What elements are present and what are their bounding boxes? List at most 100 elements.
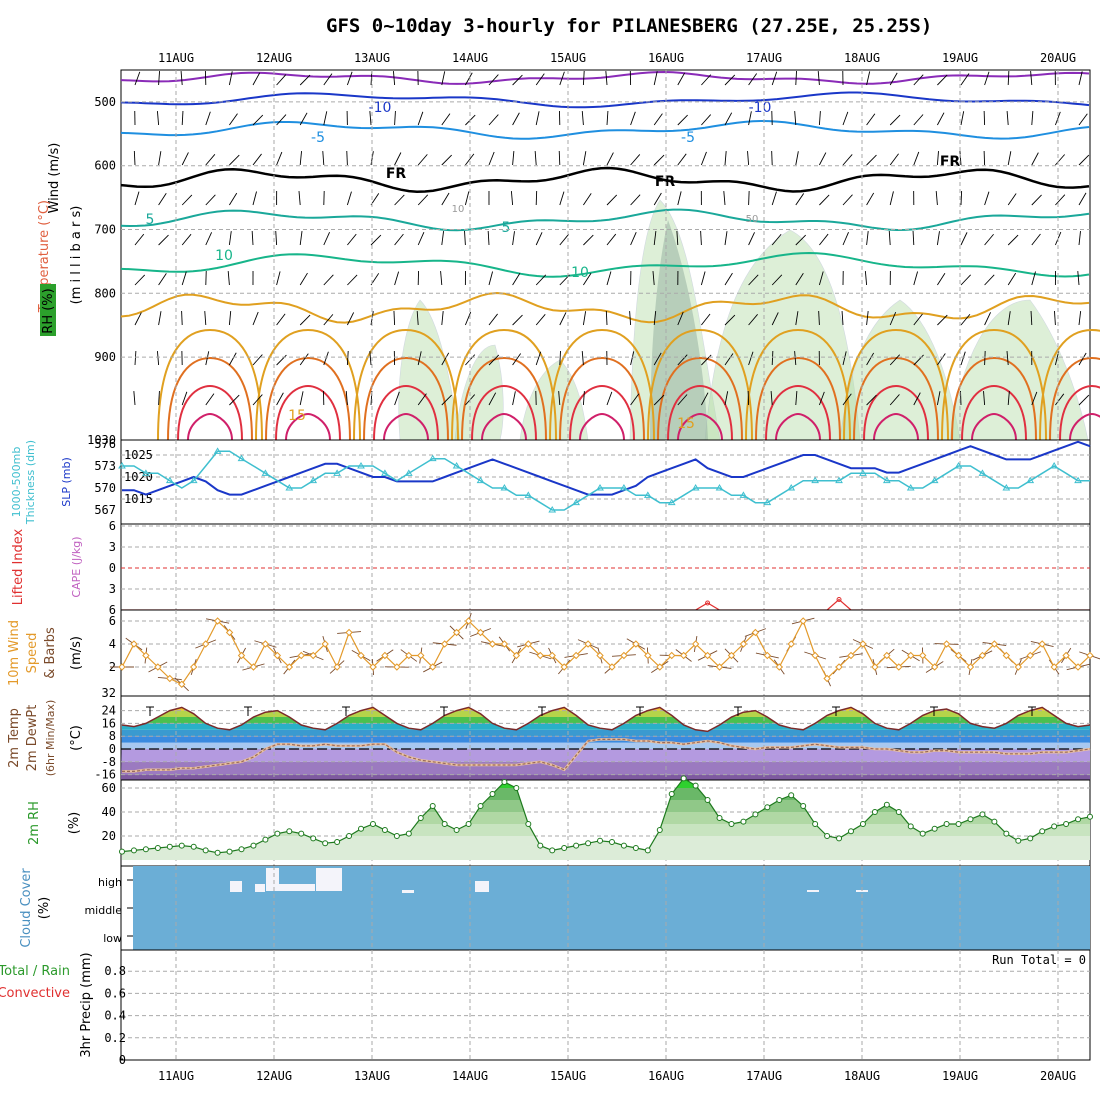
rh2m-point [812,821,819,827]
warm-contour [373,384,439,441]
chart-title: GFS 0~10day 3-hourly for PILANESBERG (27… [326,15,932,37]
wind-barb [1078,113,1088,126]
rh2m-point [955,821,962,827]
cloud-free-gap [402,890,414,893]
rh2m-point [979,811,986,818]
wind-barb [724,353,734,366]
lifted-cape-frame [120,523,1091,611]
wind-barb [748,232,755,246]
wind-barb [583,273,592,286]
rh2m-panel: 20 40 60 2m RH (%) [27,775,1093,867]
y-tick-label: 3 [109,540,116,554]
wind-barb [771,312,779,326]
run-total: Run Total = 0 [992,953,1086,967]
rh2m-point [226,848,233,855]
wind-barb [819,152,827,166]
isotherm-minus15 [120,70,1090,85]
rh2m-point [597,837,604,844]
thickness-marker [835,476,843,484]
wind-barb [1031,111,1034,126]
warm-contour [657,356,743,441]
wind-barb [583,234,594,246]
rh2m-point [620,842,627,849]
wind-barb [1055,393,1065,406]
thickness-marker [452,462,461,469]
y-tick-label: 0.4 [104,1009,126,1023]
wind-barb [416,311,419,326]
wind-barb [417,194,429,206]
wind-barb [205,111,211,126]
wind-barb [1055,154,1065,166]
thickness-marker [333,469,341,476]
wind-barb [347,274,358,286]
wind-barb [771,350,774,366]
wind10-point [548,651,556,660]
wind-barb [889,114,901,126]
wind-barb [275,230,278,246]
contour-label: 10 [452,204,465,215]
wind-barb [701,74,712,86]
warm-contour [951,356,1037,441]
wind-barb [1031,233,1041,246]
wind-barb [795,151,799,166]
wind-barb [723,191,726,206]
minmax-label: (6hr Min/Max) [44,700,57,777]
y-tick-label: 0.8 [104,964,126,978]
wind-barb [559,233,570,246]
wind-barb [441,71,446,86]
wind-barb [323,274,334,286]
wind-barb [158,390,160,406]
wind-barb [1031,271,1036,286]
wind-barb [299,391,304,406]
wind-barb [630,194,641,206]
wind-barb [913,74,924,86]
wind-barb [488,151,495,166]
wind10-point [560,663,568,671]
wind-barb [205,232,213,246]
date-tick-top: 19AUG [942,51,978,65]
wind10-point [883,651,891,660]
warm-contour [187,412,233,441]
rh2m-point [1027,835,1034,842]
thickness-marker [500,484,509,491]
rh2m-point [166,843,173,850]
wind-barb [676,231,679,246]
wind-barb [1055,194,1066,206]
warm-contour [265,356,351,441]
max-temp-marker [440,706,448,716]
wind-barb [866,311,869,326]
wind-barb [818,310,820,326]
wind10-point [524,640,533,648]
thickness-marker [906,484,915,491]
rh2m-point [286,828,293,835]
wind10-point [476,628,485,637]
warm-contour [549,328,655,441]
thickness-marker [643,491,652,498]
wind-barb [748,274,759,286]
wind10-point [679,651,688,660]
wind-barb [488,114,499,126]
thickness-slp-frame [120,439,1091,525]
rh2m-point [1087,813,1093,820]
lifted-cape-panel: 6 3 0 3 6 Lifted Index CAPE (J/kg) [11,519,1091,617]
rh2m-point [859,821,866,827]
wind-barb [441,192,450,206]
cloud-cover-fill [133,866,1090,950]
wind10-point [1026,651,1034,660]
y-tick-label: 0 [109,742,116,756]
wind10-point [154,663,162,671]
wind-barb [133,150,136,166]
warm-contour [157,328,263,441]
wind-barb [983,391,986,406]
wind10-point [201,640,210,648]
wind-barb [512,391,516,406]
warm-contour [451,328,557,441]
wind-barb [842,393,852,406]
warm-contour [481,412,527,441]
y-tick-label: 1030 [87,433,116,447]
wind-barb [1030,71,1033,86]
rh2m-point [334,839,341,845]
slp-line [122,440,1091,496]
wind10-label: 10m Wind [7,620,22,686]
